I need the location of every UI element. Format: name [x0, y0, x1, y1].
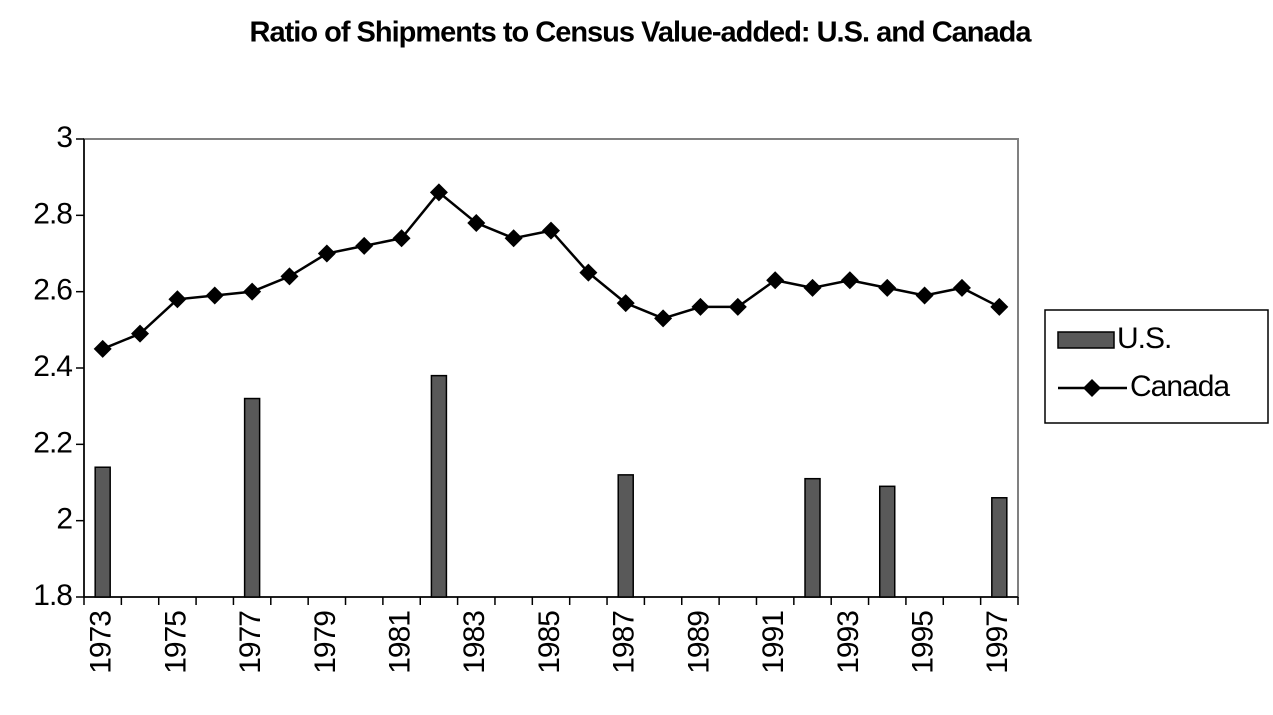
marker [691, 297, 710, 316]
legend-label: U.S. [1117, 322, 1171, 355]
marker [392, 229, 411, 248]
bar [94, 466, 111, 598]
marker [504, 229, 523, 248]
marker [915, 286, 934, 305]
x-tick-label: 1973 [85, 611, 118, 674]
marker [243, 282, 262, 301]
bar [804, 477, 821, 598]
x-tick-label: 1977 [234, 611, 267, 674]
chart-title: Ratio of Shipments to Census Value-added… [250, 17, 1033, 49]
marker [429, 183, 448, 202]
y-tick-label: 2.8 [33, 197, 72, 230]
marker [205, 286, 224, 305]
marker [467, 213, 486, 232]
marker [168, 290, 187, 309]
bar [617, 474, 634, 598]
bar [430, 374, 448, 598]
x-tick-label: 1975 [159, 611, 192, 674]
legend-marker [1083, 379, 1101, 397]
marker [131, 324, 150, 343]
marker [766, 271, 785, 290]
marker [728, 297, 747, 316]
x-tick-label: 1981 [383, 611, 416, 674]
x-tick-label: 1979 [309, 611, 342, 674]
y-tick-label: 2.6 [33, 274, 72, 307]
y-tick-label: 3 [56, 121, 72, 154]
legend-box [1044, 309, 1269, 424]
y-tick-label: 2 [56, 503, 72, 536]
x-tick-label: 1983 [458, 611, 491, 674]
y-tick-label: 2.4 [33, 350, 72, 383]
legend-swatch [1057, 331, 1115, 349]
marker [280, 267, 299, 286]
marker [878, 278, 897, 297]
x-tick-label: 1997 [981, 611, 1014, 674]
marker [840, 271, 859, 290]
plot-area [83, 138, 1019, 598]
legend-label: Canada [1130, 370, 1230, 403]
marker [542, 221, 560, 240]
x-tick-label: 1991 [757, 611, 790, 674]
x-tick-label: 1993 [832, 611, 865, 674]
x-tick-label: 1985 [533, 611, 566, 674]
bar [878, 485, 896, 598]
x-tick-label: 1989 [682, 611, 715, 674]
marker [952, 278, 971, 297]
bar [243, 397, 261, 598]
y-tick-label: 2.2 [33, 426, 72, 459]
x-tick-label: 1987 [608, 611, 641, 674]
line [102, 190, 1000, 351]
marker [803, 278, 822, 297]
marker [616, 294, 635, 313]
bar [991, 497, 1008, 598]
marker [579, 263, 598, 282]
marker [654, 309, 673, 328]
marker [93, 339, 112, 358]
marker [355, 236, 374, 255]
y-tick-label: 1.8 [33, 579, 72, 612]
x-tick-label: 1995 [907, 611, 940, 674]
marker [990, 297, 1009, 316]
marker [317, 244, 336, 263]
